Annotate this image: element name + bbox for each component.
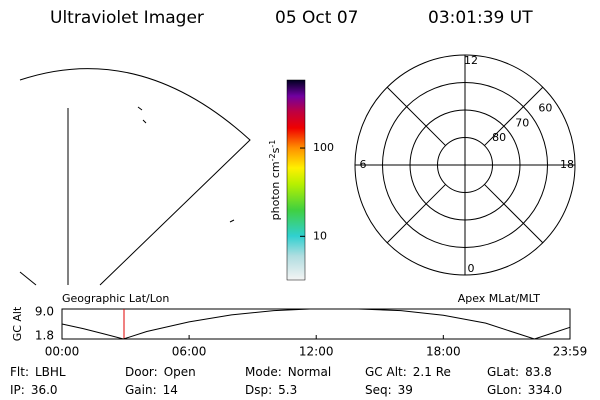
field-label: Dsp: xyxy=(245,383,272,397)
spoke xyxy=(386,184,446,244)
footer-item: IP: 36.0 xyxy=(10,383,58,397)
field-label: Gain: xyxy=(125,383,157,397)
field-label: Flt: xyxy=(10,365,29,379)
field-label: Seq: xyxy=(365,383,392,397)
footer-item: GLon: 334.0 xyxy=(487,383,562,397)
spoke xyxy=(484,184,544,244)
date: 05 Oct 07 xyxy=(275,8,358,28)
x-tick-label: 12:00 xyxy=(299,345,334,359)
title: Ultraviolet Imager xyxy=(50,8,204,28)
field-label: GC Alt: xyxy=(365,365,407,379)
colorbar-label: photon cm-2s-1 xyxy=(268,140,283,221)
field-label: IP: xyxy=(10,383,25,397)
left-label: Geographic Lat/Lon xyxy=(62,292,169,305)
field-label: GLat: xyxy=(487,365,519,379)
field-value: 5.3 xyxy=(278,383,297,397)
field-value: Normal xyxy=(288,365,331,379)
mlt-label: 6 xyxy=(360,158,367,171)
field-value: 36.0 xyxy=(31,383,58,397)
field-value: 14 xyxy=(163,383,178,397)
lat-label: 80 xyxy=(492,131,506,144)
altitude-line xyxy=(61,308,571,340)
mlt-label: 0 xyxy=(468,262,475,275)
x-tick-label: 06:00 xyxy=(172,345,207,359)
spoke xyxy=(484,86,544,146)
x-tick-label: 23:59 xyxy=(553,345,588,359)
field-value: 334.0 xyxy=(528,383,562,397)
map xyxy=(19,68,251,286)
y-axis-label: GC Alt xyxy=(11,306,24,341)
field-value: LBHL xyxy=(35,365,66,379)
y-tick-label: 9.0 xyxy=(35,305,54,319)
footer-item: Mode: Normal xyxy=(245,365,331,379)
field-value: 83.8 xyxy=(525,365,552,379)
mlt-label: 12 xyxy=(464,54,478,67)
colorbar-tick-label: 100 xyxy=(313,141,334,154)
colorbar-tick-label: 10 xyxy=(313,229,327,242)
field-value: 2.1 Re xyxy=(413,365,451,379)
colorbar xyxy=(286,79,306,281)
right-label: Apex MLat/MLT xyxy=(458,292,541,305)
lat-label: 70 xyxy=(515,116,529,129)
field-value: 39 xyxy=(398,383,413,397)
footer-item: GC Alt: 2.1 Re xyxy=(365,365,451,379)
field-label: Door: xyxy=(125,365,158,379)
footer-item: Gain: 14 xyxy=(125,383,178,397)
spoke xyxy=(386,86,446,146)
footer-item: Seq: 39 xyxy=(365,383,413,397)
mlt-label: 18 xyxy=(560,158,574,171)
x-tick-label: 00:00 xyxy=(45,345,80,359)
field-label: Mode: xyxy=(245,365,282,379)
footer-item: Flt: LBHL xyxy=(10,365,66,379)
y-tick-label: 1.8 xyxy=(35,329,54,343)
x-tick-label: 18:00 xyxy=(426,345,461,359)
footer-item: Door: Open xyxy=(125,365,196,379)
footer-item: Dsp: 5.3 xyxy=(245,383,297,397)
lat-label: 60 xyxy=(538,101,552,114)
time: 03:01:39 UT xyxy=(428,8,533,28)
field-label: GLon: xyxy=(487,383,522,397)
footer-item: GLat: 83.8 xyxy=(487,365,552,379)
field-value: Open xyxy=(164,365,196,379)
